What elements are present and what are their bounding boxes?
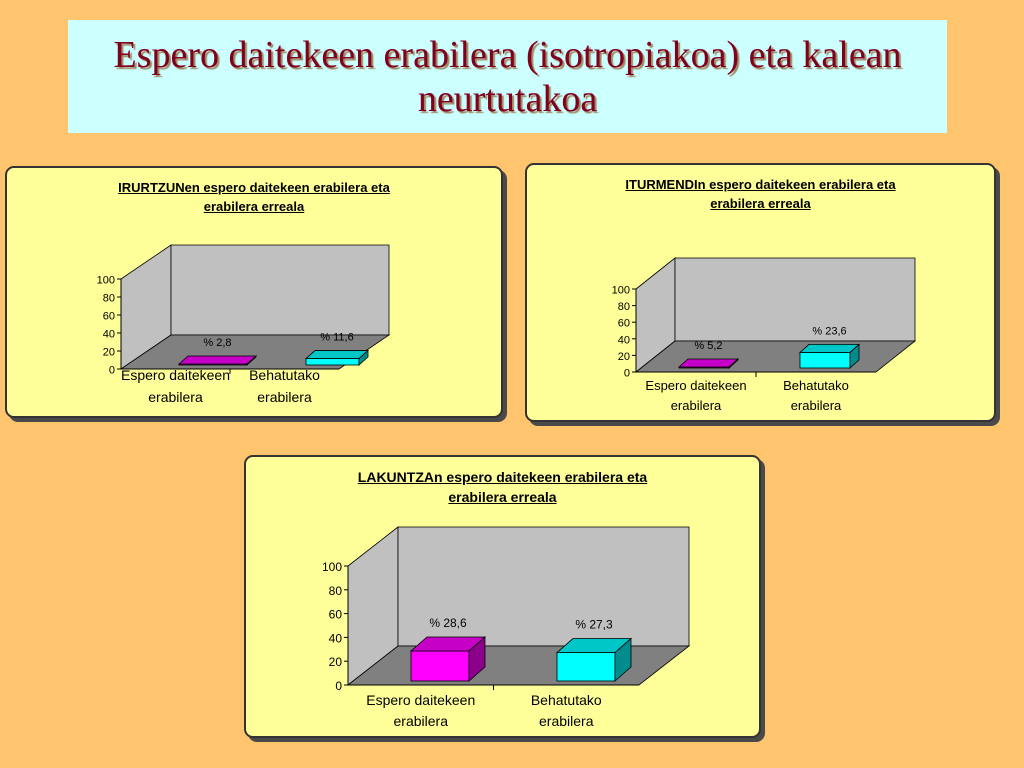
- data-label: % 28,6: [429, 616, 467, 630]
- category-label: erabilera: [148, 389, 203, 405]
- y-tick-label: 80: [103, 293, 115, 305]
- y-tick-label: 80: [618, 301, 630, 313]
- y-tick-label: 20: [618, 351, 630, 363]
- bar: [304, 349, 370, 366]
- bar-side: [358, 349, 369, 366]
- chart-title-line1: LAKUNTZAn espero daitekeen erabilera eta: [357, 469, 648, 485]
- category-label: erabilera: [671, 398, 722, 413]
- bar-side: [246, 355, 257, 366]
- category-label: erabilera: [257, 389, 312, 405]
- chart-panel-lakuntza: LAKUNTZAn espero daitekeen erabilera eta…: [244, 455, 761, 738]
- bar-side: [728, 358, 739, 369]
- chart-panel-iturmendi: ITURMENDIn espero daitekeen erabilera et…: [525, 163, 996, 422]
- y-tick-label: 60: [329, 608, 343, 622]
- bar: [677, 358, 740, 369]
- chart-title-line2: erabilera erreala: [203, 199, 305, 214]
- chart-panel-irurtzun: IRURTZUNen espero daitekeen erabilera et…: [5, 166, 503, 418]
- back-wall: [170, 244, 390, 336]
- y-tick-label: 0: [624, 368, 630, 380]
- bar-side: [468, 636, 486, 682]
- chart-plot: 0 20 40 60 80 100 % 28,6 Espero daitekeen erabil…: [322, 526, 691, 729]
- floor: [634, 340, 917, 373]
- category-label: erabilera: [394, 713, 449, 729]
- category-label: Espero daitekeen: [645, 378, 746, 393]
- y-tick-label: 60: [103, 311, 115, 323]
- bar-top: [798, 344, 861, 353]
- category-label: Espero daitekeen: [366, 692, 475, 708]
- y-tick-label: 20: [329, 655, 343, 669]
- y-tick-label: 100: [612, 285, 630, 297]
- chart-title: IRURTZUNen espero daitekeen erabilera et…: [7, 178, 501, 216]
- back-wall: [674, 257, 916, 342]
- chart-title: ITURMENDIn espero daitekeen erabilera et…: [527, 175, 994, 213]
- chart-title: LAKUNTZAn espero daitekeen erabilera eta…: [246, 467, 759, 507]
- chart-title-line1: IRURTZUNen espero daitekeen erabilera et…: [118, 180, 390, 195]
- data-label: % 11,6: [320, 332, 353, 344]
- y-tick-label: 40: [618, 334, 630, 346]
- data-label: % 5,2: [694, 340, 722, 352]
- chart-plot: 0 20 40 60 80 100 % 5,2 Espero daitekeen erabile…: [612, 257, 917, 413]
- y-tick-label: 40: [329, 631, 343, 645]
- bar-side: [614, 637, 632, 682]
- y-tick-label: 80: [329, 584, 343, 598]
- bar-front: [410, 650, 470, 682]
- bar: [798, 343, 861, 369]
- category-label: Behatutako: [783, 378, 849, 393]
- y-tick-label: 60: [618, 318, 630, 330]
- category-label: Behatutako: [531, 692, 602, 708]
- floor: [346, 645, 691, 686]
- y-tick-label: 40: [103, 329, 115, 341]
- slide-title: Espero daitekeen erabilera (isotropiakoa…: [113, 33, 902, 120]
- category-label: Behatutako: [249, 367, 320, 383]
- category-label: Espero daitekeen: [121, 367, 230, 383]
- category-label: erabilera: [539, 713, 594, 729]
- bar: [177, 355, 258, 366]
- data-label: % 23,6: [812, 325, 846, 337]
- chart-title-line2: erabilera erreala: [448, 489, 557, 505]
- data-label: % 2,8: [203, 337, 231, 349]
- bar-front: [799, 352, 851, 369]
- category-label: erabilera: [791, 398, 842, 413]
- y-tick-label: 0: [335, 679, 342, 693]
- data-label: % 27,3: [575, 618, 613, 632]
- chart-title-line1: ITURMENDIn espero daitekeen erabilera et…: [625, 177, 896, 192]
- y-tick-label: 0: [109, 365, 115, 377]
- y-tick-label: 100: [97, 275, 115, 287]
- y-tick-label: 100: [322, 560, 342, 574]
- bar-top: [677, 358, 740, 368]
- chart-title-line2: erabilera erreala: [710, 196, 811, 211]
- bar-top: [177, 355, 258, 365]
- y-tick-label: 20: [103, 347, 115, 359]
- bar: [409, 636, 487, 682]
- chart-plot: 0 20 40 60 80 100 % 2,8 Espero daitekeen erabile…: [97, 244, 391, 405]
- bar-front: [305, 358, 360, 366]
- slide-title-box: Espero daitekeen erabilera (isotropiakoa…: [68, 20, 947, 133]
- bar-front: [556, 652, 616, 682]
- bar-top: [304, 350, 370, 359]
- bar-side: [849, 343, 860, 369]
- bar: [555, 637, 633, 682]
